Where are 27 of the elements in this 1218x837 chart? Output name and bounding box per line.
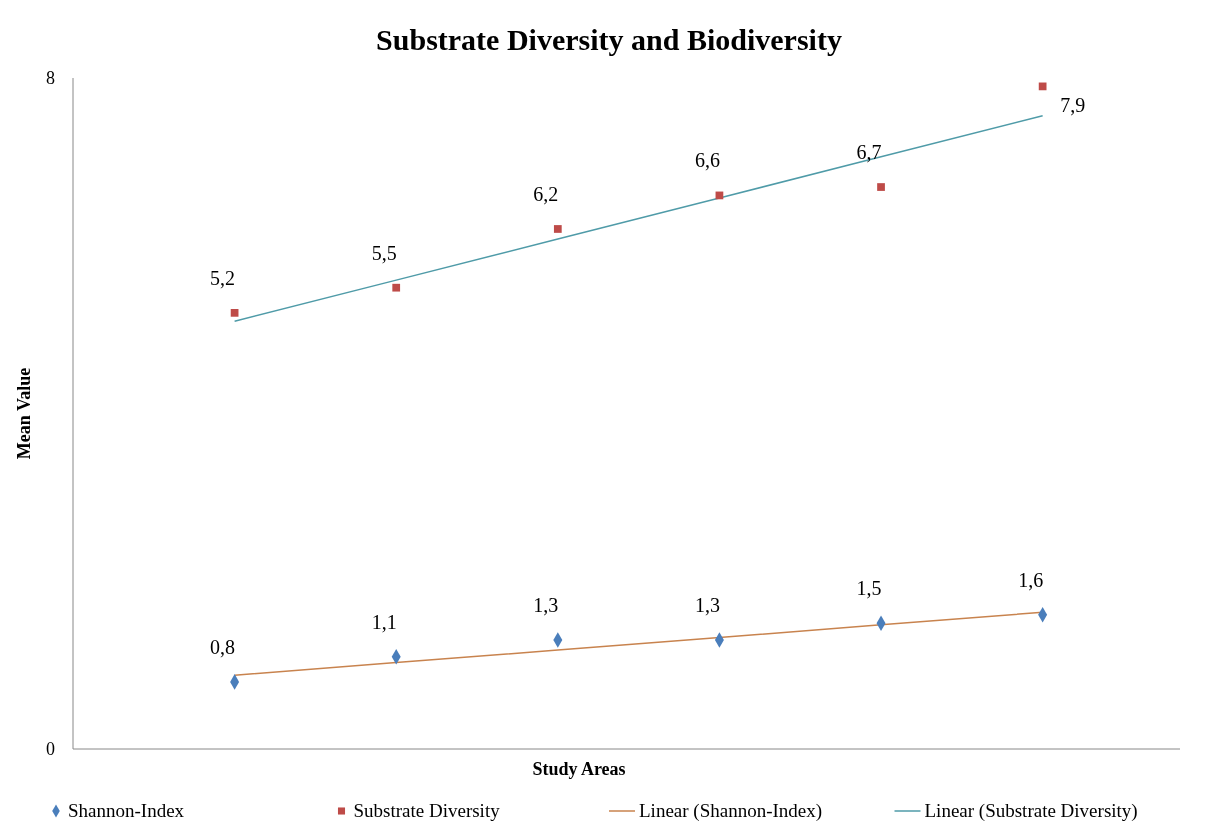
data-label: 1,3 <box>694 593 720 616</box>
legend-label: Substrate Diversity <box>353 800 501 821</box>
data-label: 1,3 <box>533 593 559 616</box>
data-label: 1,6 <box>1018 568 1044 591</box>
data-label: 7,9 <box>1060 94 1086 117</box>
data-label: 1,5 <box>856 577 882 600</box>
data-label: 6,2 <box>533 182 559 205</box>
data-label: 6,6 <box>694 149 720 172</box>
legend-label: Shannon-Index <box>68 800 185 821</box>
chart-title: Substrate Diversity and Biodiversity <box>376 23 842 56</box>
line-series <box>233 114 1044 322</box>
point <box>392 283 401 292</box>
point <box>553 225 562 233</box>
point <box>1038 82 1047 91</box>
legend-label: Linear (Shannon-Index) <box>639 800 823 822</box>
y-tick-label: 8 <box>46 68 55 88</box>
point <box>230 308 239 317</box>
data-label: 1,1 <box>371 610 397 633</box>
data-label: 5,5 <box>371 241 397 264</box>
point <box>877 183 885 191</box>
legend-label: Linear (Substrate Diversity) <box>924 800 1138 822</box>
y-tick-label: 0 <box>46 739 55 759</box>
data-label: 6,7 <box>856 141 882 164</box>
data-label: 5,2 <box>210 266 236 289</box>
y-axis-title: Mean Value <box>14 367 34 460</box>
x-axis-title: Study Areas <box>532 759 626 779</box>
data-label: 0,8 <box>210 635 236 658</box>
